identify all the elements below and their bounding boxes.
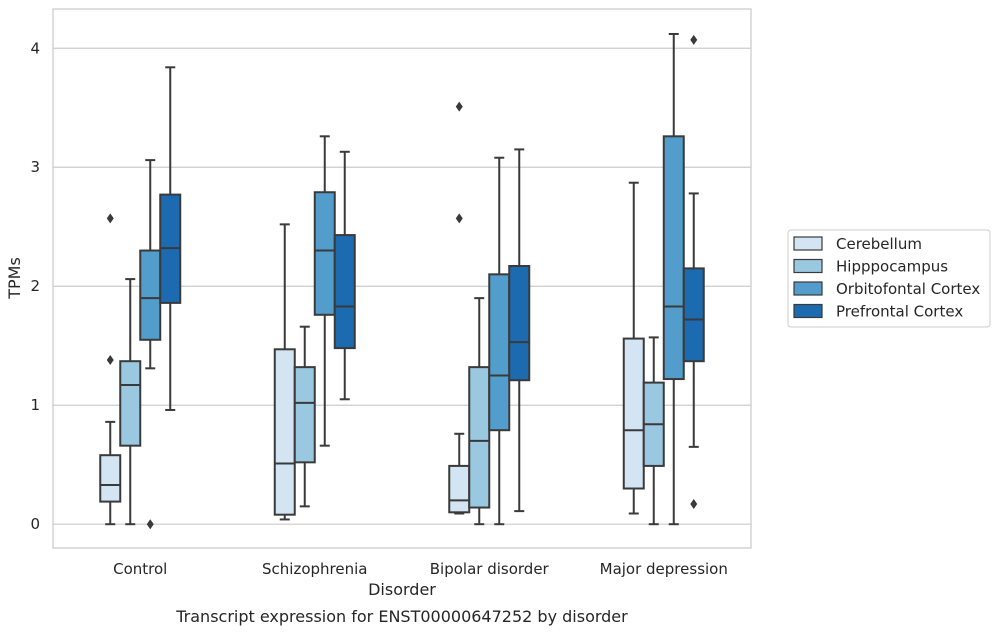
legend-label: Cerebellum	[836, 235, 922, 253]
y-tick-label: 1	[30, 396, 40, 414]
outlier-point	[455, 213, 463, 224]
x-tick-label: Major depression	[600, 560, 728, 578]
y-tick-label: 2	[30, 277, 40, 295]
chart-caption: Transcript expression for ENST0000064725…	[175, 607, 628, 626]
outlier-point	[690, 498, 698, 509]
box-3-3	[682, 34, 705, 509]
box-iqr	[333, 234, 356, 350]
legend-swatch	[793, 303, 823, 319]
x-axis-label: Disorder	[368, 580, 436, 599]
legend-label: Prefrontal Cortex	[836, 303, 963, 321]
box-2-2	[488, 156, 511, 526]
y-tick-label: 4	[30, 39, 40, 57]
box-iqr	[313, 191, 336, 316]
box-iqr	[662, 135, 685, 381]
legend-label: Hipppocampus	[836, 258, 948, 276]
y-tick-labels: 0 1 2 3 4	[30, 39, 40, 533]
y-tick-label: 3	[30, 158, 40, 176]
box-3-0	[159, 66, 182, 411]
outlier-point	[690, 34, 698, 45]
box-iqr	[622, 337, 645, 490]
box-iqr	[468, 366, 491, 509]
boxes	[99, 32, 705, 530]
outlier-point	[106, 213, 114, 224]
legend-swatch	[793, 281, 823, 296]
y-axis-label: TPMs	[5, 257, 24, 300]
x-tick-label: Bipolar disorder	[430, 560, 550, 578]
box-iqr	[508, 265, 531, 382]
box-1-1	[293, 325, 316, 508]
box-iqr	[139, 249, 162, 341]
x-tick-label: Control	[113, 560, 167, 578]
x-tick-label: Schizophrenia	[262, 560, 367, 578]
legend-swatch	[793, 236, 823, 251]
box-0-1	[273, 223, 296, 521]
outlier-point	[146, 519, 154, 530]
box-1-2	[468, 297, 491, 526]
legend: Cerebellum Hipppocampus Orbitofontal Corte…	[787, 229, 991, 328]
box-iqr	[273, 348, 296, 516]
box-iqr	[488, 273, 511, 432]
box-1-3	[642, 336, 665, 526]
y-tick-label: 0	[30, 515, 40, 533]
box-iqr	[99, 454, 122, 503]
x-tick-labels: Control Schizophrenia Bipolar disorder Majo…	[113, 560, 728, 578]
box-0-0	[99, 213, 122, 526]
legend-label: Orbitofontal Cortex	[836, 280, 980, 298]
box-2-3	[662, 32, 685, 526]
box-1-0	[119, 278, 142, 526]
box-3-2	[508, 148, 531, 513]
outlier-point	[106, 355, 114, 366]
legend-swatch	[793, 258, 823, 274]
box-3-1	[333, 150, 356, 401]
plot-frame	[52, 8, 752, 549]
box-iqr	[448, 464, 471, 514]
box-iqr	[119, 360, 142, 447]
outlier-point	[455, 101, 463, 112]
legend-frame	[787, 229, 991, 328]
box-iqr	[682, 267, 705, 363]
box-iqr	[293, 366, 316, 464]
